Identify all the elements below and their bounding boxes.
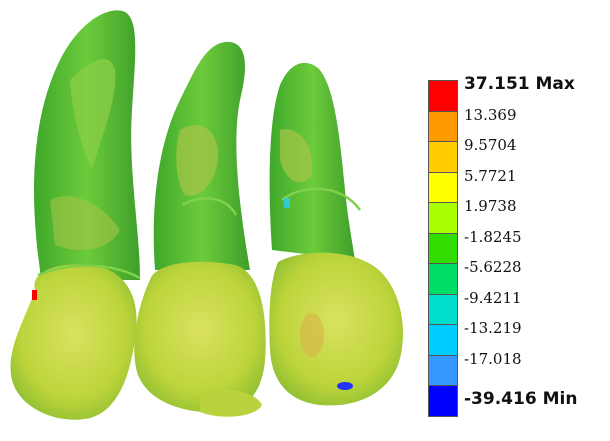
tooth-middle-root-patch (176, 125, 219, 196)
legend-swatch (428, 385, 458, 417)
tooth-left-max-spot (32, 290, 37, 300)
tooth-middle-cej-line (181, 197, 238, 216)
legend-label: 13.369 (464, 105, 517, 124)
tooth-right-root-patch (280, 129, 313, 183)
legend-label: 9.5704 (464, 136, 517, 154)
tooth-middle (134, 41, 266, 417)
legend-label: 37.151 Max (464, 74, 575, 94)
legend-label: -13.219 (464, 319, 522, 337)
legend-swatch (428, 293, 458, 325)
legend-swatch (428, 80, 458, 112)
tooth-right-cej-line (281, 187, 362, 211)
legend-label: -17.018 (464, 349, 522, 368)
tooth-left-root-patch (70, 59, 116, 170)
tooth-left-crown (10, 264, 137, 420)
legend-label: 1.9738 (464, 197, 517, 215)
tooth-right (269, 62, 403, 406)
legend-label: -9.4211 (464, 288, 522, 307)
legend-swatch (428, 232, 458, 264)
tooth-right-orange-patch (300, 313, 324, 357)
tooth-left (10, 10, 141, 420)
legend-swatch (428, 324, 458, 356)
legend-label: -39.416 Min (464, 389, 578, 409)
tooth-right-root (269, 62, 355, 261)
legend-swatch (428, 354, 458, 386)
legend-swatch (428, 171, 458, 203)
tooth-middle-crown (134, 261, 266, 413)
legend-label: 5.7721 (464, 166, 517, 185)
legend-label: -1.8245 (464, 227, 522, 246)
legend-swatch (428, 263, 458, 295)
legend-label: -5.6228 (464, 258, 522, 276)
legend-swatch (428, 202, 458, 234)
tooth-right-min-spot (337, 382, 353, 390)
legend-swatch (428, 110, 458, 142)
color-legend: 37.151 Max 13.369 9.5704 5.7721 1.9738 -1.824… (428, 76, 608, 420)
tooth-right-cyan-spot (284, 198, 290, 208)
tooth-right-crown (269, 252, 403, 406)
tooth-middle-base (200, 389, 262, 417)
tooth-left-cej-line (37, 264, 141, 280)
legend-swatch (428, 141, 458, 173)
tooth-left-root-patch2 (50, 196, 120, 250)
